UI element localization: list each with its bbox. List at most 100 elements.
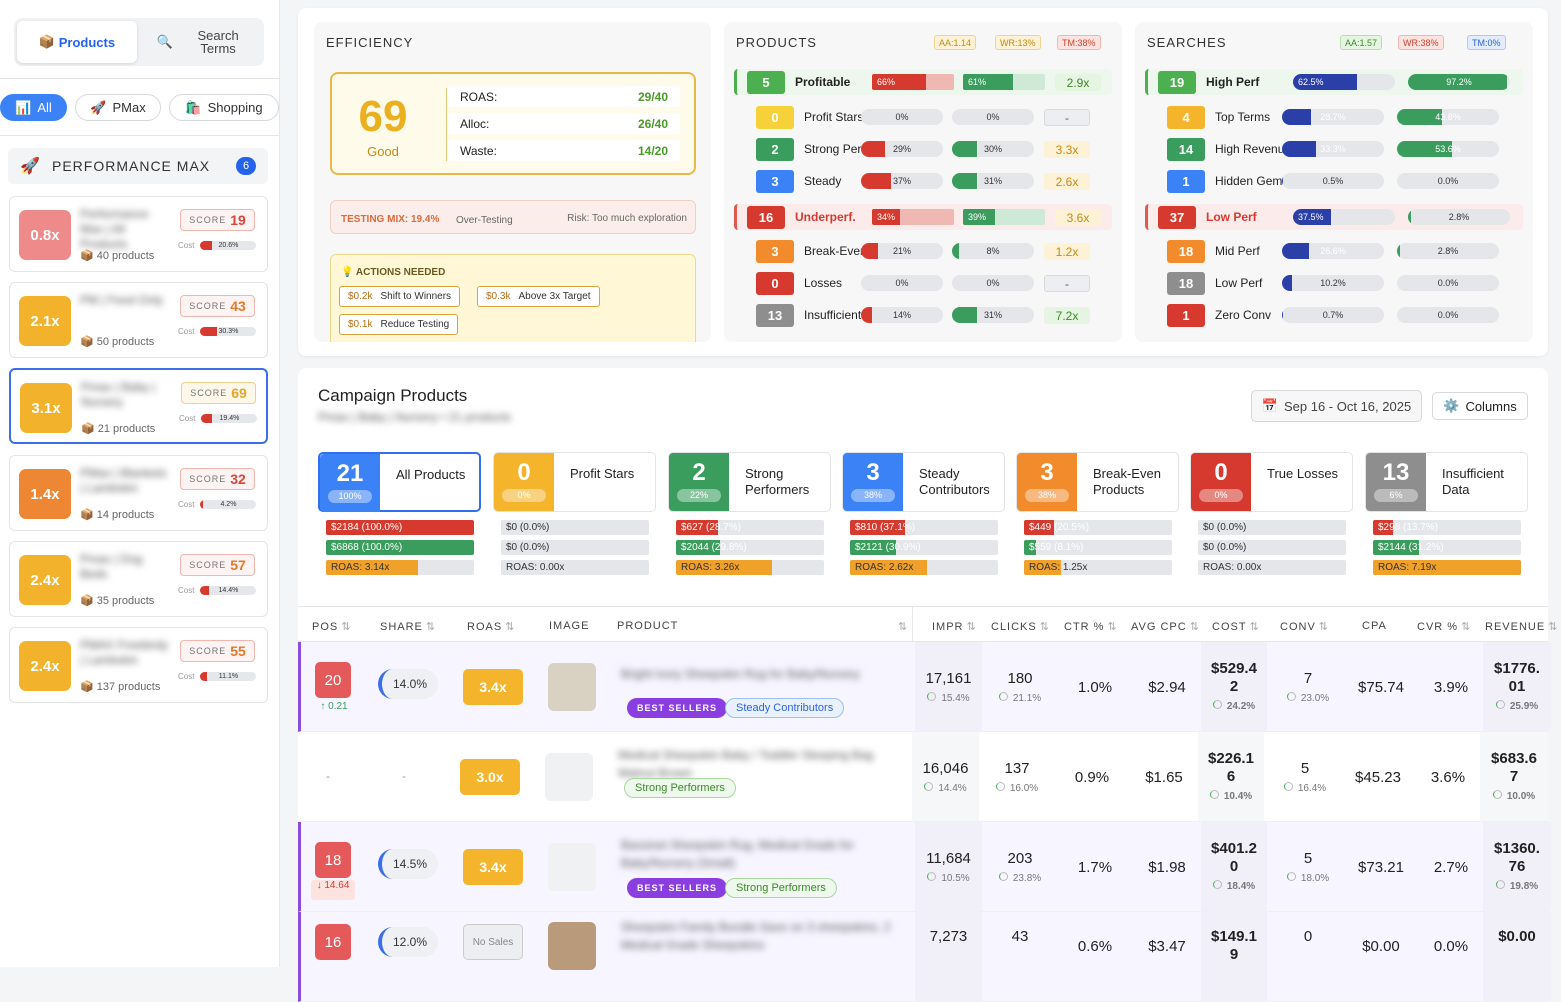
table-row[interactable]: 20 ↑ 0.21 14.0% 3.4x Bright Ivory Sheepskin … bbox=[298, 642, 1551, 732]
segment-row[interactable]: 3 Steady 37% 31% 2.6x bbox=[736, 168, 1110, 194]
segment-card[interactable]: 3 38% Break-Even Products bbox=[1016, 452, 1179, 512]
campaign-card[interactable]: 1.4x PMax | Blankets | Lambskin 📦 14 produ… bbox=[9, 455, 268, 531]
table-row[interactable]: 16 12.0% No Sales Sheepskin Family Bundle S… bbox=[298, 912, 1551, 1002]
column-header[interactable]: SHARE ⇅ bbox=[380, 620, 435, 633]
segment-row[interactable]: 1 Zero Conv 0.7% 0.0% bbox=[1147, 302, 1521, 328]
column-header[interactable]: CTR % ⇅ bbox=[1064, 620, 1117, 633]
segment-card[interactable]: 0 0% Profit Stars bbox=[493, 452, 656, 512]
product-image[interactable] bbox=[548, 663, 596, 711]
segment-row[interactable]: 5 Profitable 66% 61% 2.9x bbox=[734, 69, 1112, 95]
segment-label: Underperf. bbox=[795, 210, 856, 224]
campaign-group-header[interactable]: 🚀 PERFORMANCE MAX 6 bbox=[8, 148, 268, 184]
campaign-name: Pmax | Baby | Nursery bbox=[81, 380, 156, 409]
column-shade bbox=[915, 912, 982, 1001]
efficiency-score-box: 69 Good ROAS: 29/40 Alloc: 26/40 Waste: 14/… bbox=[330, 72, 696, 175]
column-header-label: IMPR bbox=[932, 621, 964, 633]
campaign-card[interactable]: 2.4x PMAX Freebirdy | Lambskin 📦 137 produ… bbox=[9, 627, 268, 703]
segment-cost-bar-value: $0 (0.0%) bbox=[1203, 522, 1247, 533]
tab-search-terms[interactable]: 🔍 Search Terms bbox=[140, 21, 260, 63]
segment-label: Profitable bbox=[795, 75, 851, 89]
cell-impr: 11,684 10.5% bbox=[915, 850, 982, 888]
segment-row[interactable]: 13 Insufficient 14% 31% 7.2x bbox=[736, 302, 1110, 328]
segment-row[interactable]: 4 Top Terms 28.7% 43.8% bbox=[1147, 104, 1521, 130]
filter-shopping-button[interactable]: 🛍️ Shopping bbox=[169, 94, 279, 121]
column-header[interactable]: CVR % ⇅ bbox=[1417, 620, 1470, 633]
product-name[interactable]: Sheepskin Family Bundle Save on 3 sheeps… bbox=[621, 920, 891, 952]
segment-row[interactable]: 14 High Revenue 33.3% 53.6% bbox=[1147, 136, 1521, 162]
segment-label: All Products bbox=[396, 467, 466, 482]
column-header[interactable]: CLICKS ⇅ bbox=[991, 620, 1049, 633]
cost-label: Cost bbox=[178, 327, 195, 336]
roas-multiplier: 2.9x bbox=[1055, 74, 1101, 91]
column-header[interactable]: CONV ⇅ bbox=[1280, 620, 1328, 633]
segment-cost-bar-fill bbox=[1373, 520, 1394, 535]
box-icon: 📦 bbox=[80, 595, 94, 607]
segment-row[interactable]: 3 Break-Even 21% 8% 1.2x bbox=[736, 238, 1110, 264]
segment-count-badge: 18 bbox=[1167, 272, 1205, 295]
cost-share-value: 0% bbox=[895, 112, 909, 122]
score-value: 43 bbox=[230, 298, 246, 314]
campaign-roas-badge: 3.1x bbox=[20, 383, 72, 433]
product-image[interactable] bbox=[548, 922, 596, 970]
segment-row[interactable]: 16 Underperf. 34% 39% 3.6x bbox=[734, 204, 1112, 230]
segment-card[interactable]: 21 100% All Products bbox=[318, 452, 481, 512]
segment-row[interactable]: 19 High Perf 62.5% 97.2% bbox=[1145, 69, 1523, 95]
product-image[interactable] bbox=[545, 753, 593, 801]
column-header[interactable]: AVG CPC ⇅ bbox=[1131, 620, 1199, 633]
segment-revenue-bar-fill bbox=[676, 540, 721, 555]
date-range-picker[interactable]: 📅 Sep 16 - Oct 16, 2025 bbox=[1251, 390, 1422, 422]
product-name[interactable]: Medical Sheepskin Baby / Toddler Sleepin… bbox=[618, 748, 874, 780]
segment-card[interactable]: 2 22% Strong Performers bbox=[668, 452, 831, 512]
segment-row[interactable]: 0 Profit Stars 0% 0% - bbox=[736, 104, 1110, 130]
column-header[interactable]: ROAS ⇅ bbox=[467, 620, 514, 633]
segment-row[interactable]: 1 Hidden Gems 0.5% 0.0% bbox=[1147, 168, 1521, 194]
action-shift-to-winners[interactable]: $0.2k Shift to Winners bbox=[339, 286, 461, 307]
table-row[interactable]: - - 3.0x Medical Sheepskin Baby / Toddler S… bbox=[298, 732, 1548, 822]
segment-row[interactable]: 18 Mid Perf 26.6% 2.8% bbox=[1147, 238, 1521, 264]
segment-cost-bar: $0 (0.0%) bbox=[1198, 520, 1346, 535]
cell-impr: 16,046 14.4% bbox=[912, 760, 979, 798]
column-header[interactable]: PRODUCT ⇅ bbox=[617, 620, 907, 633]
filter-all-button[interactable]: 📊 All bbox=[0, 94, 67, 121]
column-header[interactable]: CPA bbox=[1362, 620, 1387, 632]
action-above-target[interactable]: $0.3k Above 3x Target bbox=[477, 286, 600, 307]
campaign-card[interactable]: 0.8x Performance Max | All Products 📦 40 p… bbox=[9, 196, 268, 272]
product-name[interactable]: Bright Ivory Sheepskin Rug for Baby/Nurs… bbox=[621, 667, 860, 681]
campaign-card[interactable]: 2.4x Pmax | Dog Beds 📦 35 products SCORE 57 C… bbox=[9, 541, 268, 617]
column-header[interactable]: IMAGE bbox=[549, 620, 589, 632]
column-header[interactable]: REVENUE ⇅ bbox=[1485, 620, 1557, 633]
product-name[interactable]: Bassinet Sheepskin Rug, Medical Grade fo… bbox=[621, 838, 854, 870]
columns-button[interactable]: ⚙️ Columns bbox=[1432, 392, 1528, 420]
product-image[interactable] bbox=[548, 843, 596, 891]
campaign-card[interactable]: 2.1x PM | Feed Only 📦 50 products SCORE 43 Co… bbox=[9, 282, 268, 358]
column-header[interactable]: COST ⇅ bbox=[1212, 620, 1259, 633]
action-reduce-testing[interactable]: $0.1k Reduce Testing bbox=[339, 314, 459, 335]
segment-card[interactable]: 3 38% Steady Contributors bbox=[842, 452, 1005, 512]
cell-share: 18.0% bbox=[1275, 870, 1341, 888]
segment-cost-bar-value: $2184 (100.0%) bbox=[331, 522, 403, 533]
segment-row[interactable]: 0 Losses 0% 0% - bbox=[736, 270, 1110, 296]
cell-cpc: $3.47 bbox=[1131, 938, 1203, 956]
segment-row[interactable]: 18 Low Perf 10.2% 0.0% bbox=[1147, 270, 1521, 296]
tab-products[interactable]: 📦 Products bbox=[17, 21, 137, 63]
revenue-share-value: 39% bbox=[968, 212, 987, 222]
cost-share-bar: 37% bbox=[861, 173, 943, 189]
segment-row[interactable]: 37 Low Perf 37.5% 2.8% bbox=[1145, 204, 1523, 230]
campaign-card[interactable]: 3.1x Pmax | Baby | Nursery 📦 21 products SC… bbox=[9, 368, 268, 444]
table-row[interactable]: 18 ↓ 14.64 14.5% 3.4x Bassinet Sheepskin Rug… bbox=[298, 822, 1551, 912]
cell-ctr: 1.7% bbox=[1061, 859, 1129, 877]
column-header[interactable]: IMPR ⇅ bbox=[932, 620, 976, 633]
position-badge: 16 bbox=[315, 924, 351, 960]
column-shade bbox=[915, 822, 982, 911]
segment-row[interactable]: 2 Strong Perf 29% 30% 3.3x bbox=[736, 136, 1110, 162]
column-header[interactable]: POS ⇅ bbox=[312, 620, 350, 633]
segment-label: Strong Performers bbox=[745, 466, 810, 497]
filter-pmax-button[interactable]: 🚀 PMax bbox=[75, 94, 161, 121]
segment-card[interactable]: 0 0% True Losses bbox=[1190, 452, 1353, 512]
cell-value: 180 bbox=[1007, 670, 1033, 687]
segment-card[interactable]: 13 6% Insufficient Data bbox=[1365, 452, 1528, 512]
cost-label: Cost bbox=[179, 414, 196, 423]
cost-share-bar: 26.6% bbox=[1282, 243, 1384, 259]
campaign-group-count: 6 bbox=[236, 157, 256, 175]
cell-share: 24.2% bbox=[1201, 698, 1267, 716]
